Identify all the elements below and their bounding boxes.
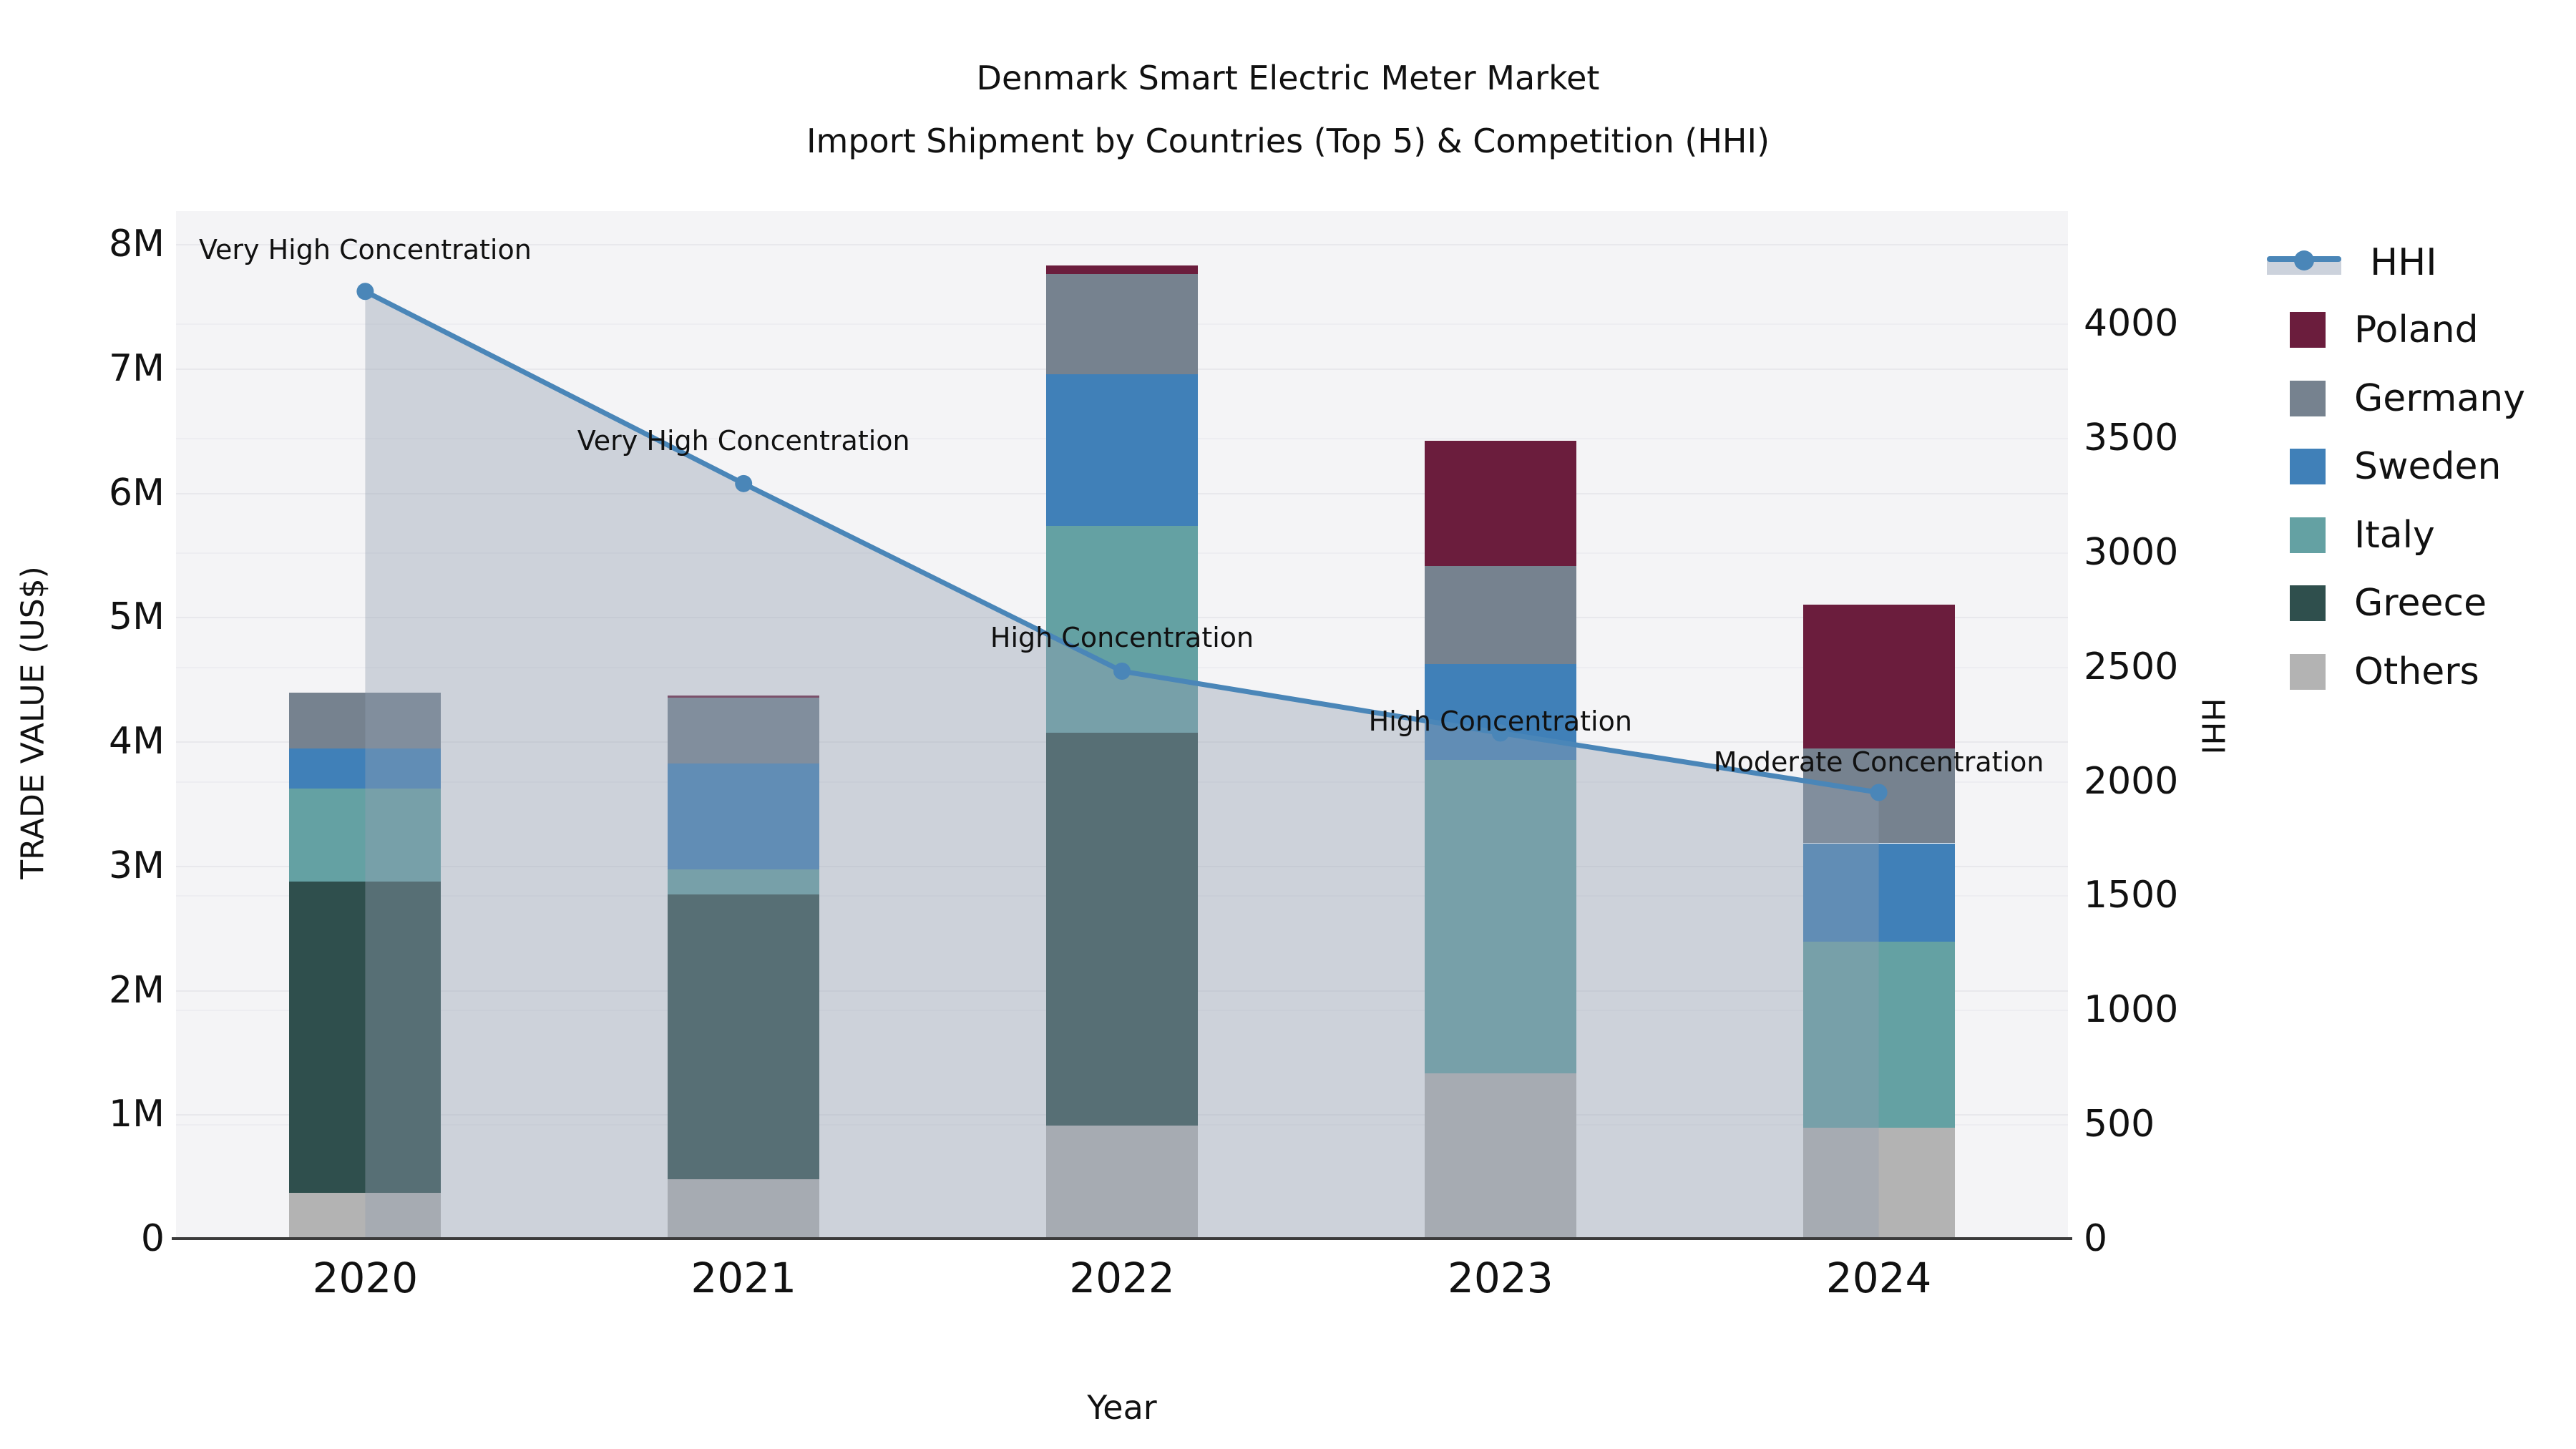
plot-area: [176, 211, 2068, 1239]
y-left-tick-3M: 3M: [109, 844, 165, 887]
bar-segment-sweden-2020: [289, 748, 441, 789]
legend-swatch-italy: [2290, 517, 2326, 553]
y-right-tick-2500: 2500: [2084, 645, 2179, 688]
legend-label-greece: Greece: [2354, 582, 2487, 625]
bar-segment-germany-2023: [1424, 566, 1576, 665]
bar-segment-germany-2021: [668, 698, 820, 764]
x-tick-2020: 2020: [312, 1254, 419, 1302]
bar-segment-italy-2023: [1424, 760, 1576, 1073]
y-right-tick-1500: 1500: [2084, 874, 2179, 917]
legend-label-italy: Italy: [2354, 514, 2435, 557]
legend-item-poland: Poland: [2261, 308, 2479, 351]
legend-item-germany: Germany: [2261, 377, 2525, 420]
bar-segment-italy-2020: [289, 789, 441, 882]
bar-segment-germany-2020: [289, 693, 441, 749]
bar-2022: [1046, 211, 1198, 1239]
legend-label-hhi: HHI: [2370, 241, 2437, 284]
legend-label-sweden: Sweden: [2354, 445, 2502, 488]
legend-swatch-poland: [2290, 312, 2326, 348]
y-right-tick-1000: 1000: [2084, 988, 2179, 1032]
legend-swatch-germany: [2290, 381, 2326, 416]
legend-label-others: Others: [2354, 650, 2479, 693]
x-axis-title: Year: [1087, 1388, 1157, 1427]
hhi-line-swatch: [2267, 250, 2341, 275]
annotation-2020: Very High Concentration: [198, 234, 532, 266]
annotation-2023: High Concentration: [1368, 706, 1632, 738]
legend-label-germany: Germany: [2354, 377, 2526, 420]
y-left-tick-2M: 2M: [109, 968, 165, 1012]
annotation-2021: Very High Concentration: [577, 424, 910, 457]
legend-item-others: Others: [2261, 650, 2479, 693]
legend-swatch-others: [2290, 654, 2326, 690]
legend-item-sweden: Sweden: [2261, 445, 2502, 488]
y-right-tick-0: 0: [2084, 1217, 2108, 1260]
bar-segment-others-2022: [1046, 1125, 1198, 1239]
bar-segment-greece-2022: [1046, 732, 1198, 1126]
y-left-tick-8M: 8M: [109, 223, 165, 265]
bar-segment-greece-2020: [289, 882, 441, 1193]
bar-segment-italy-2024: [1802, 941, 1955, 1128]
y-right-tick-500: 500: [2084, 1103, 2155, 1146]
y-left-tick-7M: 7M: [109, 346, 165, 390]
y-left-tick-0: 0: [140, 1217, 165, 1260]
bar-segment-others-2021: [668, 1179, 820, 1239]
bar-segment-others-2020: [289, 1192, 441, 1239]
x-axis-line: [172, 1237, 2072, 1240]
y-right-tick-3000: 3000: [2084, 530, 2179, 574]
legend-item-italy: Italy: [2261, 514, 2435, 557]
y-left-tick-6M: 6M: [109, 471, 165, 514]
bar-segment-poland-2021: [668, 695, 820, 698]
legend-swatch-greece: [2290, 585, 2326, 621]
bar-segment-germany-2022: [1046, 273, 1198, 375]
legend-label-poland: Poland: [2354, 308, 2479, 351]
bar-segment-poland-2024: [1802, 604, 1955, 749]
bar-segment-sweden-2022: [1046, 374, 1198, 527]
legend-swatch-sweden: [2290, 449, 2326, 484]
x-tick-2024: 2024: [1825, 1254, 1932, 1302]
y-right-tick-4000: 4000: [2084, 302, 2179, 345]
y-left-tick-4M: 4M: [109, 720, 165, 763]
gridline-8M: [176, 244, 2068, 245]
legend-item-greece: Greece: [2261, 582, 2487, 625]
bar-segment-sweden-2024: [1802, 843, 1955, 942]
bar-segment-italy-2021: [668, 869, 820, 894]
bar-segment-greece-2021: [668, 894, 820, 1179]
bar-segment-poland-2022: [1046, 265, 1198, 274]
annotation-2022: High Concentration: [990, 622, 1254, 654]
bar-2020: [289, 211, 441, 1239]
chart-title-line1: Denmark Smart Electric Meter Market: [976, 59, 1600, 97]
y-left-tick-5M: 5M: [109, 595, 165, 639]
bar-2024: [1802, 211, 1955, 1239]
bar-segment-poland-2023: [1424, 440, 1576, 567]
bar-segment-sweden-2021: [668, 763, 820, 869]
y-axis-title-right: HHI: [2194, 698, 2231, 755]
x-tick-2023: 2023: [1447, 1254, 1553, 1302]
y-right-tick-3500: 3500: [2084, 416, 2179, 459]
legend-item-hhi: HHI: [2261, 241, 2437, 284]
bar-segment-others-2023: [1424, 1073, 1576, 1239]
annotation-2024: Moderate Concentration: [1713, 746, 2044, 779]
bar-2021: [668, 211, 820, 1239]
bar-segment-others-2024: [1802, 1128, 1955, 1239]
chart-title-line2: Import Shipment by Countries (Top 5) & C…: [806, 122, 1770, 160]
y-left-tick-1M: 1M: [109, 1093, 165, 1136]
y-right-tick-2000: 2000: [2084, 759, 2179, 803]
x-tick-2022: 2022: [1069, 1254, 1175, 1302]
y-axis-title-left: TRADE VALUE (US$): [14, 566, 52, 879]
x-tick-2021: 2021: [691, 1254, 796, 1302]
